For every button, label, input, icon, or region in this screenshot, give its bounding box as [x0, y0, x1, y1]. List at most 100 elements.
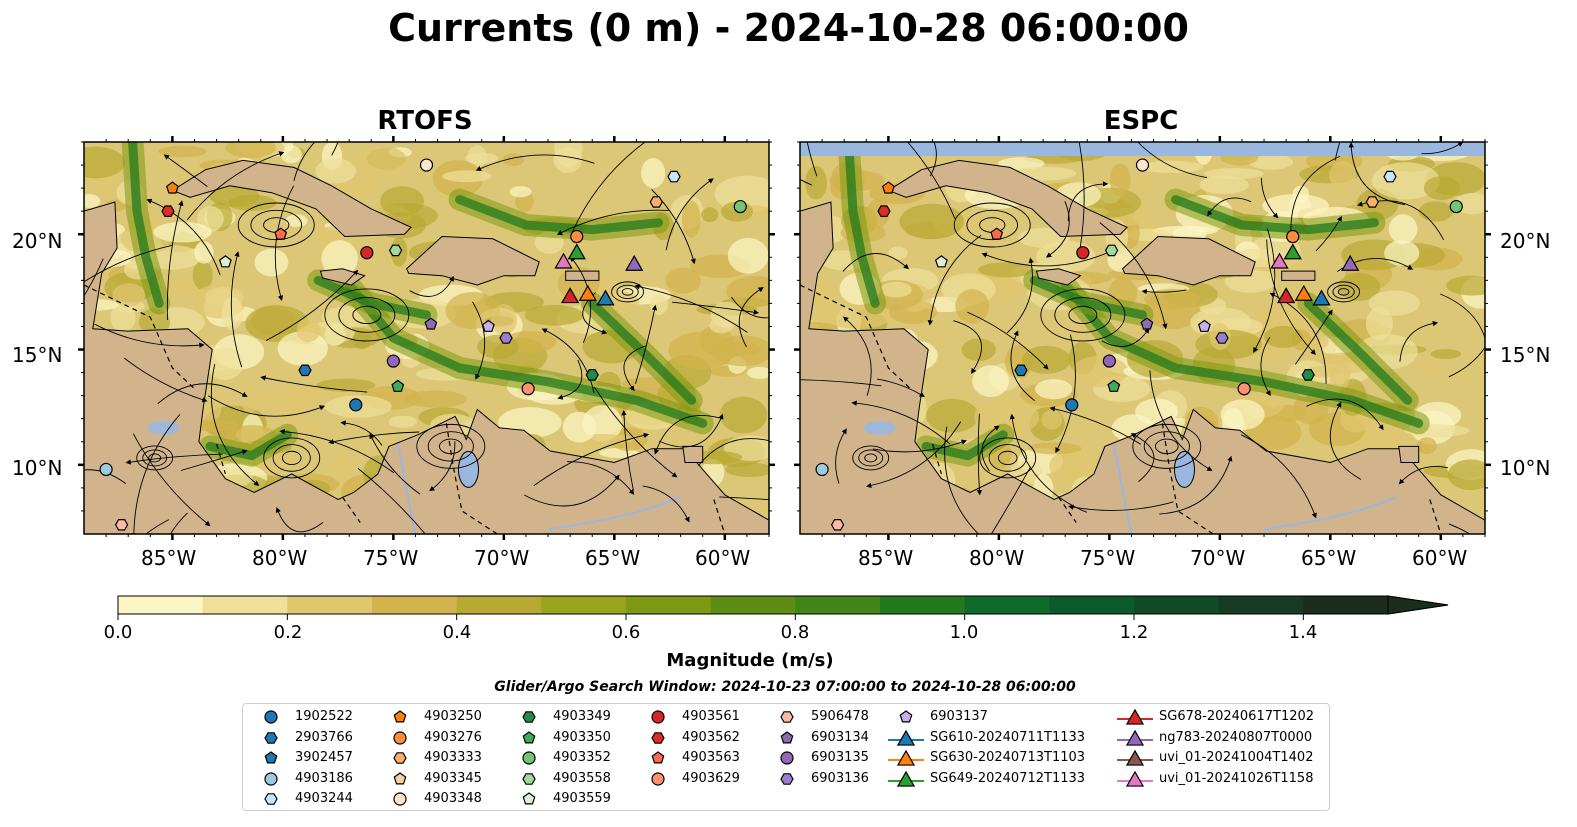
lon-label-60w-rtofs: 60°W: [695, 546, 751, 570]
magnitude-patch: [1388, 214, 1418, 244]
platform-4903244: [1383, 170, 1397, 183]
legend-item-label: 4903629: [682, 770, 740, 786]
legend-marker-icon: [264, 731, 278, 744]
streamline: [1130, 433, 1155, 482]
streamline: [698, 438, 769, 466]
streamline: [1055, 334, 1076, 454]
magnitude-patch: [1199, 175, 1249, 195]
legend-marker-icon: [899, 710, 913, 723]
legend-item-label: 4903559: [553, 791, 611, 806]
legend-item-label: 6903135: [811, 750, 869, 765]
magnitude-patch: [714, 175, 769, 213]
legend-symbol: [522, 772, 536, 785]
magnitude-patch: [899, 203, 964, 240]
streamline: [866, 421, 962, 488]
streamline: [651, 189, 696, 265]
colorbar-tick-5: 1.0: [949, 622, 979, 643]
legend-symbol: [780, 772, 794, 785]
legend-marker-icon: [522, 751, 536, 765]
legend-marker-icon: [651, 751, 665, 764]
magnitude-patch: [321, 240, 358, 278]
magnitude-patch: [509, 186, 532, 198]
platform-SG678-20240617T1202: [1276, 287, 1296, 304]
legend-item-label: ng783-20240807T0000: [1159, 729, 1313, 745]
eddy-streamline: [427, 431, 474, 462]
streamline: [1207, 197, 1252, 217]
eddy-streamline: [352, 305, 382, 325]
platform-4903563: [990, 227, 1004, 240]
legend-item-label: 4903345: [424, 770, 482, 786]
streamline: [1010, 330, 1035, 401]
legend-symbol: [651, 751, 665, 764]
streamline: [1440, 293, 1485, 340]
streamline: [1306, 398, 1384, 431]
platform-SG630-20240713T1103: [1294, 284, 1313, 301]
streamline: [265, 269, 359, 341]
legend-triangle: [1125, 749, 1145, 766]
colorbar-segment: [626, 596, 712, 614]
magnitude-patch: [1134, 174, 1151, 196]
streamline: [665, 178, 714, 251]
legend-marker-icon: [393, 710, 407, 723]
lon-label-60w-espc: 60°W: [1412, 546, 1468, 570]
legend-symbol: [264, 731, 278, 744]
streamline: [621, 409, 634, 491]
colorbar-segment: [710, 596, 796, 614]
platform-4903629: [521, 382, 535, 396]
legend-item-label: 4903276: [424, 729, 482, 745]
eddy-streamline: [142, 449, 168, 467]
magnitude-patch: [1430, 348, 1462, 360]
streamline: [1448, 346, 1485, 378]
legend-marker-icon: [393, 730, 407, 745]
colorbar-frame: [117, 595, 1449, 615]
legend-symbol: [522, 751, 536, 765]
eddy-streamline: [1054, 297, 1112, 333]
streamline: [331, 142, 339, 156]
magnitude-patch: [442, 170, 492, 183]
magnitude-patch: [285, 214, 308, 228]
streamline: [541, 328, 595, 394]
platform-6903134: [424, 317, 438, 330]
platform-SG649-20240712T1133: [567, 243, 586, 260]
land: [1121, 235, 1256, 286]
magnitude-patch: [650, 294, 669, 315]
eddy-streamline: [439, 438, 463, 455]
colorbar-extend-arrow: [1387, 595, 1449, 615]
eddy-streamline: [979, 437, 1037, 479]
river: [396, 443, 417, 534]
streamline: [967, 311, 1049, 370]
streamline: [186, 151, 285, 221]
platform-6903135: [1102, 354, 1116, 368]
magnitude-patch: [315, 158, 357, 184]
lat-label-10n-right: 10°N: [1500, 456, 1551, 480]
streamline: [800, 178, 812, 186]
streamline: [1348, 142, 1405, 205]
streamline: [731, 296, 769, 319]
streamline: [642, 485, 690, 523]
streamline: [279, 428, 395, 474]
streamline: [1045, 201, 1070, 258]
streamline: [124, 357, 208, 403]
country-border: [800, 284, 911, 390]
streamline: [842, 316, 872, 396]
no-data-band: [800, 142, 1485, 156]
river: [1112, 443, 1133, 534]
magnitude-patch: [192, 260, 213, 290]
lake-nicaragua: [147, 420, 180, 435]
streamline: [132, 433, 211, 527]
eddy-streamline: [611, 281, 645, 303]
lake-maracaibo: [457, 450, 479, 488]
eddy-streamline: [852, 445, 890, 471]
magnitude-patch: [955, 289, 990, 324]
panel-title-espc: ESPC: [1103, 106, 1179, 136]
search-window-text: Glider/Argo Search Window: 2024-10-23 07…: [494, 679, 1076, 695]
streamline: [369, 433, 421, 495]
legend-symbol: [264, 771, 278, 786]
magnitude-patch: [1035, 379, 1073, 400]
magnitude-patch: [1109, 163, 1131, 197]
platform-5906478: [830, 518, 845, 531]
legend-symbol: [651, 710, 665, 724]
magnitude-patch: [725, 462, 769, 478]
legend-symbol: [651, 771, 665, 786]
legend-symbol: [264, 710, 278, 724]
